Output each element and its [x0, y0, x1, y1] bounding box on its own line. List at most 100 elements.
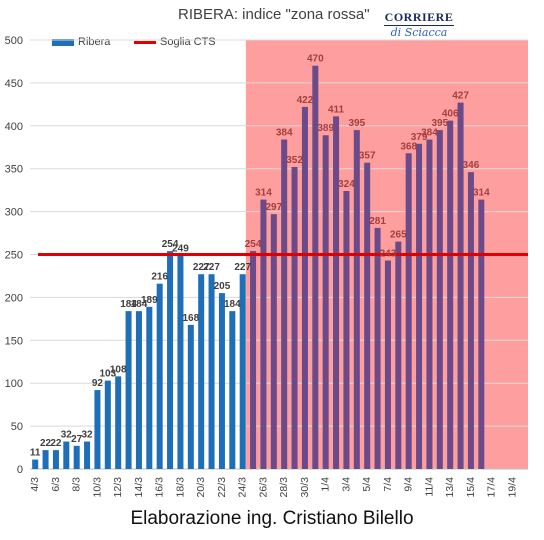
bar — [52, 450, 59, 469]
x-tick-label: 9/4 — [403, 477, 415, 492]
x-tick-label: 12/3 — [112, 477, 124, 498]
x-tick-label: 30/3 — [299, 477, 311, 498]
bar — [291, 166, 298, 469]
bar — [250, 251, 257, 469]
data-label: 357 — [359, 151, 376, 162]
x-tick-label: 13/4 — [444, 477, 456, 498]
data-label: 227 — [234, 262, 251, 273]
bar — [301, 106, 308, 469]
bar — [405, 153, 412, 470]
bar — [104, 380, 111, 469]
bar — [239, 274, 246, 469]
data-label: 314 — [473, 188, 490, 199]
data-label: 368 — [400, 141, 417, 152]
bar — [229, 311, 236, 469]
data-label: 346 — [463, 160, 480, 171]
bar — [42, 450, 49, 469]
legend-swatch-line — [134, 40, 156, 44]
logo-divider — [384, 25, 454, 26]
data-label: 32 — [61, 430, 73, 441]
legend-item-ribera: Ribera — [52, 36, 110, 48]
x-tick-label: 6/3 — [50, 477, 62, 492]
data-label: 395 — [431, 118, 448, 129]
bar — [333, 116, 340, 469]
data-label: 108 — [110, 364, 127, 375]
data-label: 352 — [286, 155, 303, 166]
bar — [478, 199, 485, 469]
legend-label-ribera: Ribera — [78, 36, 111, 48]
y-tick-label: 350 — [5, 164, 23, 176]
data-label: 22 — [50, 438, 62, 449]
x-tick-label: 3/4 — [340, 477, 352, 492]
data-label: 227 — [203, 262, 220, 273]
bar — [353, 130, 360, 469]
legend-label-soglia: Soglia CTS — [160, 36, 216, 48]
data-label: 324 — [338, 179, 355, 190]
x-tick-label: 18/3 — [174, 477, 186, 498]
data-label: 254 — [162, 239, 179, 250]
bar — [177, 255, 184, 469]
data-label: 254 — [245, 239, 262, 250]
y-tick-label: 0 — [17, 464, 23, 476]
bar — [270, 214, 277, 469]
bar — [84, 441, 91, 469]
x-tick-label: 22/3 — [216, 477, 228, 498]
legend-item-soglia: Soglia CTS — [134, 36, 216, 48]
data-label: 22 — [40, 438, 52, 449]
bar — [115, 376, 122, 469]
chart-title: RIBERA: indice "zona rossa" — [178, 6, 370, 23]
footer-credit: Elaborazione ing. Cristiano Bilello — [130, 508, 414, 529]
data-label: 216 — [151, 272, 168, 283]
x-tick-label: 24/3 — [237, 477, 249, 498]
y-tick-label: 150 — [5, 335, 23, 347]
data-label: 11 — [30, 448, 41, 459]
bar — [416, 143, 423, 469]
bar — [198, 274, 205, 469]
bar — [167, 251, 174, 469]
bar — [73, 445, 80, 469]
x-tick-label: 19/4 — [506, 477, 518, 498]
data-label: 384 — [421, 128, 438, 139]
bar — [260, 199, 267, 469]
data-label: 411 — [328, 104, 345, 115]
y-tick-label: 300 — [5, 207, 23, 219]
x-tick-label: 28/3 — [278, 477, 290, 498]
bar — [384, 260, 391, 469]
y-tick-label: 50 — [11, 421, 23, 433]
x-tick-label: 5/4 — [361, 477, 373, 492]
x-tick-label: 1/4 — [320, 477, 332, 492]
data-label: 427 — [452, 91, 469, 102]
y-tick-label: 500 — [5, 35, 23, 47]
data-label: 314 — [255, 188, 272, 199]
bar — [63, 441, 70, 469]
bar — [208, 274, 215, 469]
data-label: 384 — [276, 128, 293, 139]
x-tick-label: 11/4 — [423, 477, 435, 497]
bar — [135, 311, 142, 469]
bar — [218, 293, 225, 469]
x-tick-label: 26/3 — [257, 477, 269, 498]
newspaper-logo: CORRIERE di Sciacca — [382, 10, 456, 40]
bar — [426, 139, 433, 469]
data-label: 92 — [92, 378, 104, 389]
data-label: 184 — [224, 299, 241, 310]
y-tick-label: 450 — [5, 78, 23, 90]
x-tick-label: 20/3 — [195, 477, 207, 498]
data-label: 168 — [182, 313, 199, 324]
data-label: 227 — [193, 262, 210, 273]
x-tick-label: 14/3 — [133, 477, 145, 498]
x-tick-label: 15/4 — [465, 477, 477, 498]
bar — [322, 135, 329, 469]
y-tick-label: 400 — [5, 121, 23, 133]
bar — [187, 324, 194, 469]
y-tick-label: 100 — [5, 378, 23, 390]
data-label: 184 — [120, 299, 137, 310]
bar — [343, 191, 350, 469]
data-label: 103 — [99, 369, 116, 380]
data-label: 297 — [265, 202, 282, 213]
legend-swatch-bar — [52, 38, 74, 46]
logo-top-text: CORRIERE — [384, 10, 454, 24]
data-label: 389 — [317, 123, 334, 134]
y-tick-label: 200 — [5, 292, 23, 304]
